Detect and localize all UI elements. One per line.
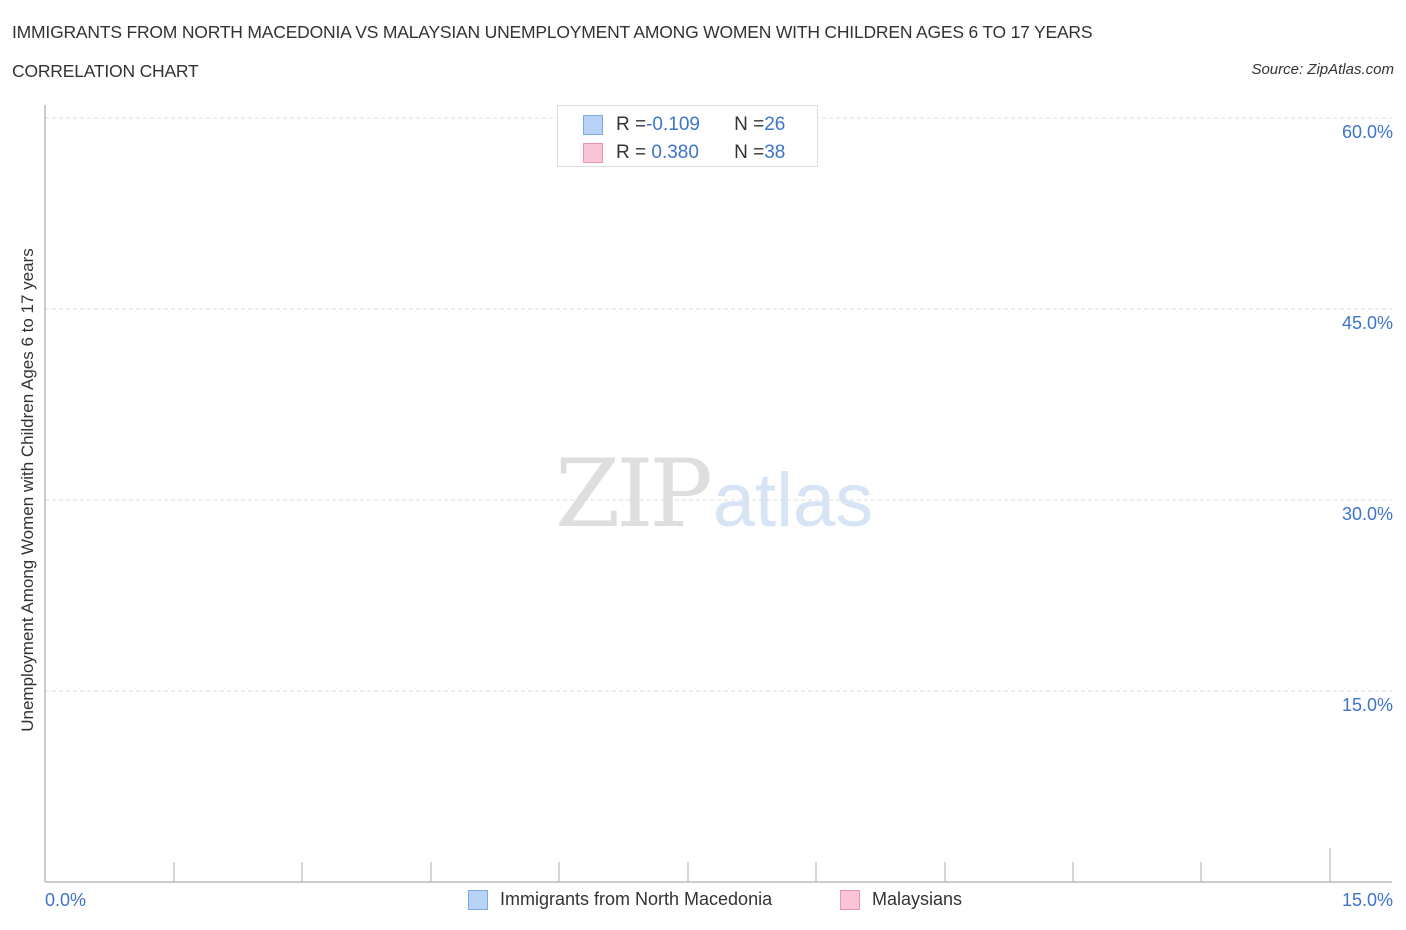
r-value: 0.380	[646, 142, 699, 163]
y-tick-45: 45.0%	[1341, 313, 1393, 333]
pink-swatch	[583, 143, 603, 163]
stats-row-malaysians: R = 0.380 N = 38	[583, 141, 785, 165]
watermark-zip: ZIP	[555, 440, 713, 549]
y-tick-15: 15.0%	[1341, 695, 1393, 715]
chart-title: IMMIGRANTS FROM NORTH MACEDONIA VS MALAY…	[12, 22, 1093, 42]
chart-subtitle: CORRELATION CHART	[12, 61, 199, 81]
r-label: R =	[616, 114, 647, 135]
y-axis-label: Unemployment Among Women with Children A…	[18, 248, 37, 732]
stats-row-north-macedonia: R = -0.109 N = 26	[583, 113, 785, 137]
r-value: -0.109	[646, 114, 700, 135]
axes	[44, 105, 1392, 883]
r-label: R =	[616, 142, 647, 163]
y-tick-60: 60.0%	[1341, 122, 1393, 142]
y-tick-30: 30.0%	[1341, 504, 1393, 524]
legend-item-north-macedonia[interactable]: Immigrants from North Macedonia	[468, 889, 772, 910]
n-label: N =	[734, 114, 765, 135]
source-credit: Source: ZipAtlas.com	[1251, 61, 1394, 78]
x-tick-15: 15.0%	[1341, 890, 1393, 910]
blue-swatch	[468, 889, 488, 910]
legend-label: Immigrants from North Macedonia	[500, 889, 773, 909]
gridlines	[45, 117, 1392, 692]
correlation-stats-box: R = -0.109 N = 26 R = 0.380 N = 38	[557, 105, 818, 167]
legend-item-malaysians[interactable]: Malaysians	[840, 889, 962, 910]
chart-legend: Immigrants from North Macedonia Malaysia…	[0, 889, 1406, 915]
pink-swatch	[840, 889, 860, 910]
blue-swatch	[583, 115, 603, 135]
n-value: 26	[764, 114, 786, 135]
n-value: 38	[764, 142, 786, 163]
n-label: N =	[734, 142, 765, 163]
x-tick-0: 0.0%	[45, 890, 87, 910]
legend-label: Malaysians	[872, 889, 963, 909]
